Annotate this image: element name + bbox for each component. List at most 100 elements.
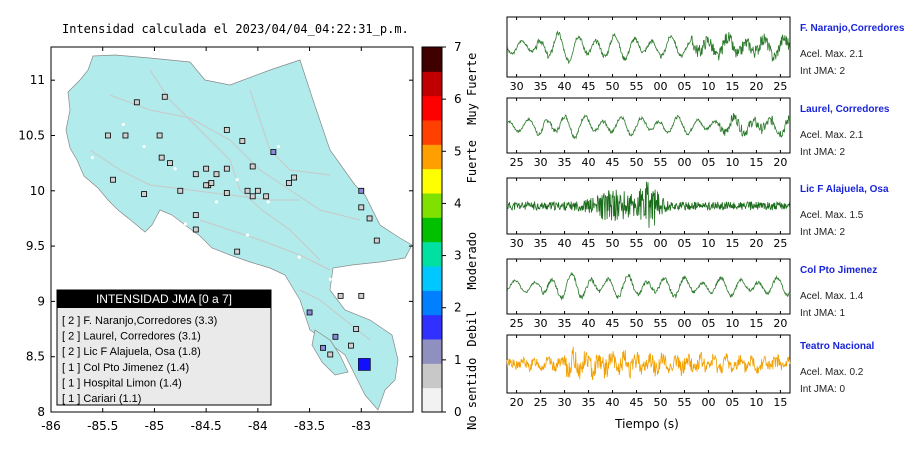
colorbar-segment [422,387,442,413]
colorbar-segment [422,339,442,364]
station-acel-max: Acel. Max. 0.2 [800,367,864,378]
waveform-tick-label: 25 [773,80,787,93]
waveform-panel: 20 25 30 35 40 45 50 55 00 05 10 15 Teatro Nacional A… [506,334,874,409]
station-marker [104,132,111,139]
legend-item: [ 2 ] Lic F Alajuela, Osa (1.8) [62,346,201,358]
city-dot [245,233,250,237]
station-marker [239,138,246,144]
waveform-tick-label: 35 [558,156,572,169]
map-x-tick-label: -84.5 [191,419,222,433]
station-name: Lic F Alajuela, Osa [800,184,889,195]
city-dot [214,200,219,204]
city-dot [142,144,146,149]
waveform-tick-label: 40 [558,80,572,93]
station-int-jma: Int JMA: 1 [800,308,845,319]
colorbar-tick-label: 0 [454,405,462,419]
legend-item: [ 1 ] Cariari (1.1) [62,393,141,405]
waveform-tick-label: 50 [653,396,667,409]
colorbar-category-label: Moderado [465,232,479,290]
station-marker [285,180,292,186]
station-marker [203,165,210,172]
station-marker [141,191,147,198]
station-marker [192,212,199,219]
waveform-tick-label: 40 [606,396,620,409]
station-int-jma: Int JMA: 0 [800,384,845,395]
waveform-tick-label: 55 [630,80,644,93]
colorbar-segment [422,193,442,218]
waveform-tick-label: 25 [773,237,787,250]
colorbar-tick-label: 3 [454,249,462,263]
colorbar-segment [422,314,442,340]
waveform-tick-label: 20 [773,156,787,169]
waveform-tick-label: 00 [677,156,691,169]
waveform-frame [506,97,791,154]
city-dot [90,156,94,160]
map-y-tick-label: 10.5 [18,128,45,142]
map-title: Intensidad calculada el 2023/04/04_04:22… [62,22,409,36]
map-x-tick-label: -83 [351,419,371,433]
station-name: F. Naranjo,Corredores [800,23,905,34]
waveform-trace [506,346,791,381]
station-marker [249,193,256,200]
waveform-tick-label: 00 [677,317,691,330]
station-marker [156,132,163,139]
station-name: Teatro Nacional [800,341,874,352]
waveform-tick-label: 30 [558,396,572,409]
waveform-trace [506,30,791,64]
map-x-tick-label: -85 [145,419,165,433]
station-marker [263,193,270,200]
colorbar-segment [422,290,442,316]
waveform-tick-label: 35 [534,237,548,250]
waveform-tick-label: 40 [582,317,596,330]
city-dot [266,200,270,204]
colorbar-segment [422,71,442,97]
colorbar-segment [422,266,442,291]
waveform-tick-label: 20 [510,396,524,409]
station-marker-strong [358,358,371,371]
station-marker [110,176,116,183]
waveform-tick-label: 55 [677,396,691,409]
colorbar-segment [422,168,442,194]
waveform-tick-label: 05 [725,396,739,409]
station-markers [90,93,380,371]
colorbar-tick-label: 5 [454,144,462,158]
colorbar-segment [422,95,442,121]
station-marker [327,351,334,358]
map-y-tick-label: 9 [37,294,45,308]
waveform-tick-label: 15 [749,317,763,330]
city-dot [276,144,281,149]
waveform-tick-label: 30 [510,80,524,93]
map-x-tick-label: -84 [248,419,268,433]
waveform-tick-label: 10 [701,80,715,93]
waveform-tick-label: 15 [749,156,763,169]
colorbar-segment [422,241,442,267]
station-acel-max: Acel. Max. 2.1 [800,49,864,60]
map-y-axis: 8 8.5 9 9.5 10 10.5 11 [18,73,413,419]
waveform-tick-label: 30 [510,237,524,250]
map-x-tick-label: -86 [41,419,61,433]
waveform-tick-label: 50 [606,237,620,250]
waveform-tick-label: 35 [558,317,572,330]
station-marker [358,204,365,211]
colorbar-tick-label: 7 [454,40,462,54]
station-marker [348,342,354,349]
road-network [89,69,371,341]
waveform-tick-label: 40 [582,156,596,169]
colorbar-tick-label: 1 [454,353,462,367]
station-acel-max: Acel. Max. 1.4 [800,291,864,302]
station-marker [353,326,360,332]
waveform-panel: 25 30 35 40 45 50 55 00 05 10 15 20 Laurel, Corredor… [506,97,890,169]
station-marker [192,171,199,178]
waveform-trace [506,271,791,301]
waveform-tick-label: 40 [558,237,572,250]
station-marker [203,182,210,189]
intensity-colorbar: 0 1 2 3 4 5 6 7 No sentido Debil Moderado Fuerte Mu… [421,40,479,430]
waveform-tick-label: 30 [534,156,548,169]
waveform-tick-label: 45 [582,237,596,250]
city-dot [297,255,301,259]
station-marker [213,171,220,178]
station-marker [234,248,241,255]
station-marker [270,149,277,155]
waveform-trace [506,112,791,140]
